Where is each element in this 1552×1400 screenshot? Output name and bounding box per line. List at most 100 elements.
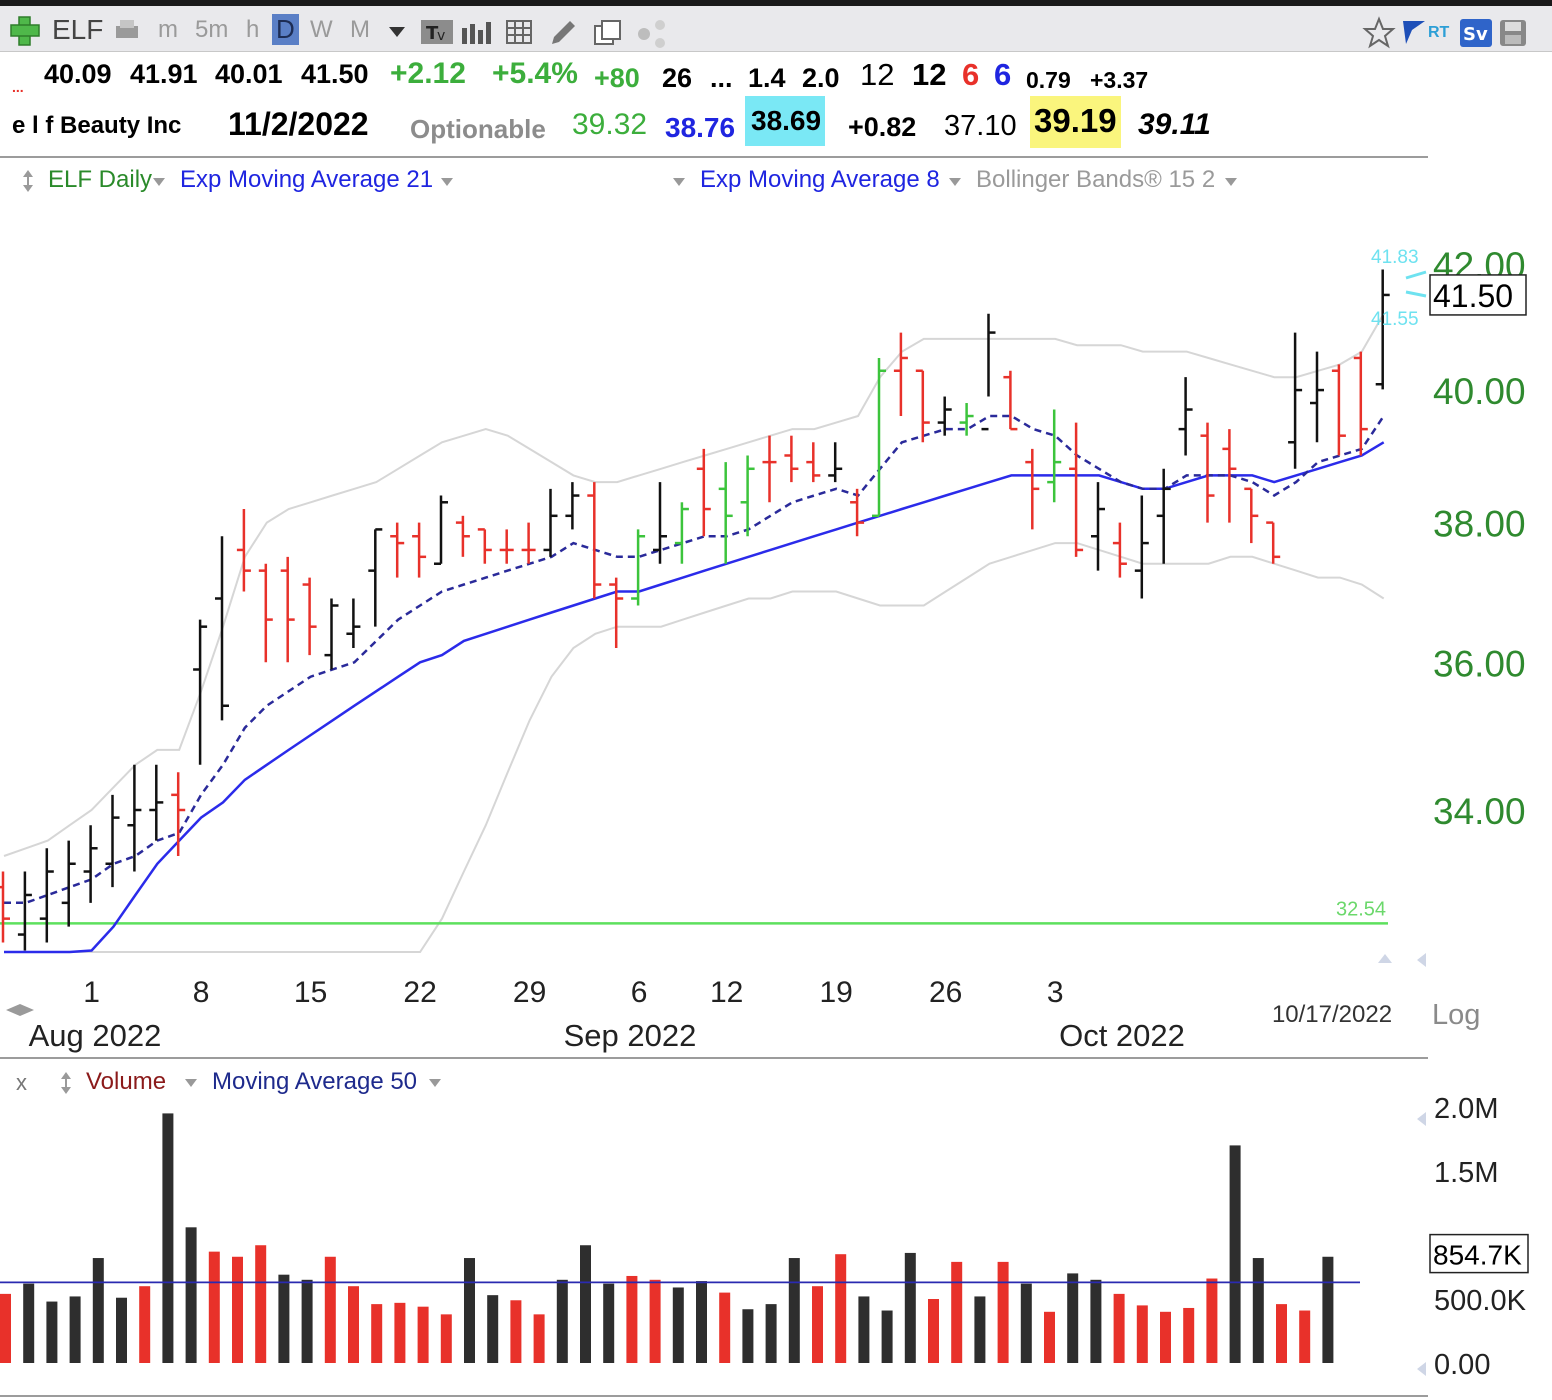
volume-bar <box>92 1258 104 1363</box>
interval-m-button[interactable]: m <box>158 16 178 43</box>
volume-bar <box>1183 1307 1195 1363</box>
quote-value-3: 38.69 <box>745 96 826 146</box>
interval-5m-button[interactable]: 5m <box>195 16 229 43</box>
star-icon[interactable] <box>1362 16 1396 50</box>
y-tick-label: 40.00 <box>1433 371 1526 412</box>
volume-last-tag: 854.7K <box>1433 1240 1522 1271</box>
interval-month-button[interactable]: M <box>350 16 370 43</box>
x-month-label: Aug 2022 <box>29 1018 162 1053</box>
x-day-label: 6 <box>631 976 648 1009</box>
quote-value-6: 39.19 <box>1030 96 1121 148</box>
quote-field-4: 12 <box>860 57 895 92</box>
legend-ema21[interactable]: Exp Moving Average 21 <box>180 166 434 193</box>
quote-low: 40.01 <box>215 59 283 89</box>
volume-bar <box>417 1306 429 1363</box>
svg-text:T: T <box>426 23 439 44</box>
volume-bar <box>1020 1283 1032 1363</box>
volume-bar <box>951 1261 963 1363</box>
quote-last: 41.50 <box>301 59 369 89</box>
volume-bar <box>1206 1278 1218 1363</box>
legend-dropdown-icon[interactable] <box>152 177 166 187</box>
volume-bar <box>1136 1305 1148 1363</box>
symbol-label[interactable]: ELF <box>52 14 104 45</box>
volume-bar <box>278 1274 290 1363</box>
volume-bar <box>788 1258 800 1363</box>
volume-bar <box>1160 1311 1171 1363</box>
volume-scroll-icon <box>1417 1362 1426 1376</box>
legend-dropdown-icon[interactable] <box>672 177 686 187</box>
company-name: e l f Beauty Inc <box>12 112 182 139</box>
save-icon[interactable] <box>1498 18 1528 48</box>
volume-bar <box>997 1261 1009 1363</box>
add-symbol-icon[interactable] <box>8 14 42 48</box>
legend-ma50[interactable]: Moving Average 50 <box>212 1068 418 1095</box>
interval-d-button[interactable]: D <box>272 14 299 45</box>
svg-text:v: v <box>437 28 445 44</box>
text-icon[interactable]: Tv <box>420 18 454 46</box>
interval-w-button[interactable]: W <box>310 16 333 43</box>
quote-value-5: 37.10 <box>944 110 1017 142</box>
quote-row-2: e l f Beauty Inc 11/2/2022 Optionable 39… <box>0 96 1552 148</box>
flag-icon[interactable] <box>1400 18 1428 46</box>
x-day-label: 12 <box>710 976 743 1009</box>
quote-rs: +80 <box>594 63 640 93</box>
volume-bar <box>232 1256 243 1363</box>
legend-ema8[interactable]: Exp Moving Average 8 <box>700 166 940 193</box>
x-day-label: 15 <box>294 976 327 1009</box>
quote-change: +2.12 <box>390 57 466 90</box>
pencil-icon[interactable] <box>548 18 578 48</box>
quote-dots: ... <box>12 79 24 95</box>
volume-bar <box>1113 1293 1125 1363</box>
rt-label[interactable]: RT <box>1428 24 1450 41</box>
share-icon[interactable] <box>636 18 670 50</box>
volume-bar <box>696 1281 707 1363</box>
quote-value-2: 38.76 <box>665 112 736 143</box>
volume-bar <box>394 1302 406 1363</box>
legend-dropdown-icon[interactable] <box>1224 177 1238 187</box>
dropdown-icon[interactable] <box>388 26 406 38</box>
legend-dropdown-icon[interactable] <box>428 1078 442 1088</box>
volume-chart[interactable]: 2.0M 1.5M 500.0K 0.00 854.7K <box>0 1060 1552 1400</box>
volume-bar <box>324 1256 336 1363</box>
print-icon[interactable] <box>112 16 142 46</box>
quote-field-9: +3.37 <box>1090 67 1149 93</box>
volume-last-tag-box <box>1429 1233 1529 1274</box>
volume-bar <box>464 1258 475 1363</box>
volume-bar <box>904 1252 916 1363</box>
legend-volume[interactable]: Volume <box>86 1068 167 1095</box>
x-day-label: 8 <box>193 976 210 1009</box>
legend-price-series[interactable]: ELF Daily <box>48 166 153 193</box>
volume-bar <box>1090 1279 1102 1363</box>
table-icon[interactable] <box>506 20 536 48</box>
log-scale-toggle: Log <box>1432 999 1480 1031</box>
y-tick-label: 34.00 <box>1433 791 1526 832</box>
interval-h-button[interactable]: h <box>246 16 260 43</box>
volume-bar <box>371 1304 383 1363</box>
copy-icon[interactable] <box>592 18 624 48</box>
pane-handle-icon[interactable] <box>20 168 36 194</box>
sv-icon[interactable]: Sv <box>1460 19 1492 47</box>
volume-bar <box>835 1254 847 1363</box>
volume-bar <box>1044 1311 1055 1363</box>
quote-field-7: 6 <box>994 57 1012 92</box>
volume-bar <box>1067 1273 1079 1363</box>
legend-dropdown-icon[interactable] <box>184 1078 198 1088</box>
volume-y-tick-label: 500.0K <box>1434 1285 1527 1317</box>
volume-bar <box>301 1279 313 1363</box>
legend-bollinger[interactable]: Bollinger Bands® 15 2 <box>976 166 1216 193</box>
legend-dropdown-icon[interactable] <box>948 177 962 187</box>
price-chart[interactable]: 32.5442.0040.0038.0036.0034.0041.5041.83… <box>0 200 1552 1056</box>
volume-bar <box>719 1292 731 1363</box>
bar-style-icon[interactable] <box>460 20 492 46</box>
pane-handle-icon[interactable] <box>58 1070 74 1096</box>
legend-dropdown-icon[interactable] <box>440 177 454 187</box>
last-price-tag-box <box>1429 274 1527 316</box>
volume-bar <box>812 1286 823 1363</box>
quote-ellipsis: ... <box>710 63 733 93</box>
volume-scroll-icon <box>1417 1112 1426 1126</box>
quote-row-1: ... 40.09 41.91 40.01 41.50 +2.12 +5.4% … <box>0 55 1552 101</box>
close-pane-button[interactable]: x <box>16 1070 27 1095</box>
volume-bar <box>533 1314 545 1363</box>
y-tick-label: 38.00 <box>1433 504 1526 545</box>
